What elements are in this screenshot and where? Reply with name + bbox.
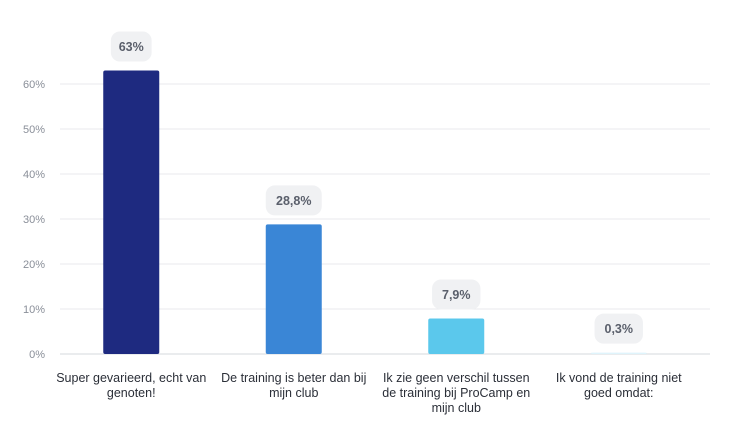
bar [590,352,647,354]
data-label-background [594,313,643,344]
x-tick-label: De training is beter dan bij mijn club [221,371,366,400]
gridlines [60,83,710,355]
data-labels: 63% 28,8% 7,9% 0,3% [110,31,643,344]
y-tick-label: 10% [23,304,45,316]
y-tick-label: 50% [23,124,45,136]
y-tick-label: 0% [29,349,45,361]
data-label-background [432,279,481,310]
y-tick-label: 20% [23,259,45,271]
y-tick-label: 30% [23,214,45,226]
x-axis: Super gevarieerd, echt van genoten! De tra… [56,371,682,415]
x-tick-label: Ik vond de training niet goed omdat: [556,371,682,400]
bar [265,224,322,354]
data-label: 0,3% [605,322,634,336]
bar [428,318,485,354]
x-tick-label: Ik zie geen verschil tussen de training b… [382,371,530,415]
data-label-background [110,31,152,62]
bars [103,70,647,354]
data-label-background [265,185,322,216]
data-label: 7,9% [442,288,471,302]
data-label: 63% [119,40,144,54]
y-axis: 0% 10% 20% 30% 40% 50% 60% [23,79,45,361]
x-tick-label: Super gevarieerd, echt van genoten! [56,371,206,400]
y-tick-label: 60% [23,79,45,91]
y-tick-label: 40% [23,169,45,181]
data-label: 28,8% [276,194,311,208]
bar [103,70,160,354]
